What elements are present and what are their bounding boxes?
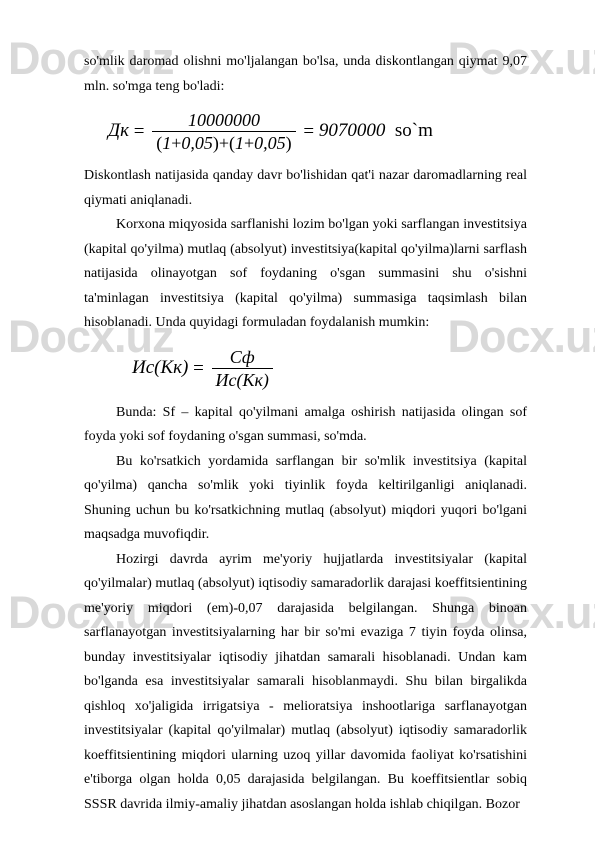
f1-lhs: Дк — [108, 120, 129, 141]
f1-result: 9070000 — [319, 120, 386, 141]
paragraph-2: Diskontlash natijasida qanday davr bo'li… — [84, 164, 527, 213]
paragraph-3: Korxona miqyosida sarflanishi lozim bo'l… — [84, 213, 527, 336]
equals: = — [303, 121, 318, 142]
f1-fraction: 10000000 (1+0,05)+(1+0,05) — [152, 111, 295, 152]
formula-2: Ис(Кк) = Сф Ис(Кк) — [132, 348, 527, 389]
paragraph-5: Bu ko'rsatkich yordamida sarflangan bir … — [84, 450, 527, 548]
f2-denominator: Ис(Кк) — [212, 369, 273, 389]
paragraph-6: Hozirgi davrda ayrim me'yoriy hujjatlard… — [84, 548, 527, 818]
f1-numerator: 10000000 — [152, 111, 295, 132]
paragraph-4: Bunda: Sf – kapital qo'yilmani amalga os… — [84, 401, 527, 450]
f1-denominator: (1+0,05)+(1+0,05) — [152, 132, 295, 152]
equals: = — [193, 358, 208, 379]
f2-numerator: Сф — [212, 348, 273, 369]
f1-unit: so`m — [390, 120, 433, 141]
f2-fraction: Сф Ис(Кк) — [212, 348, 273, 389]
page-content: so'mlik daromad olishni mo'ljalangan bo'… — [84, 50, 527, 817]
formula-1: Дк = 10000000 (1+0,05)+(1+0,05) = 907000… — [108, 111, 527, 152]
equals: = — [134, 121, 149, 142]
f2-lhs: Ис(Кк) — [132, 356, 188, 377]
paragraph-1: so'mlik daromad olishni mo'ljalangan bo'… — [84, 50, 527, 99]
